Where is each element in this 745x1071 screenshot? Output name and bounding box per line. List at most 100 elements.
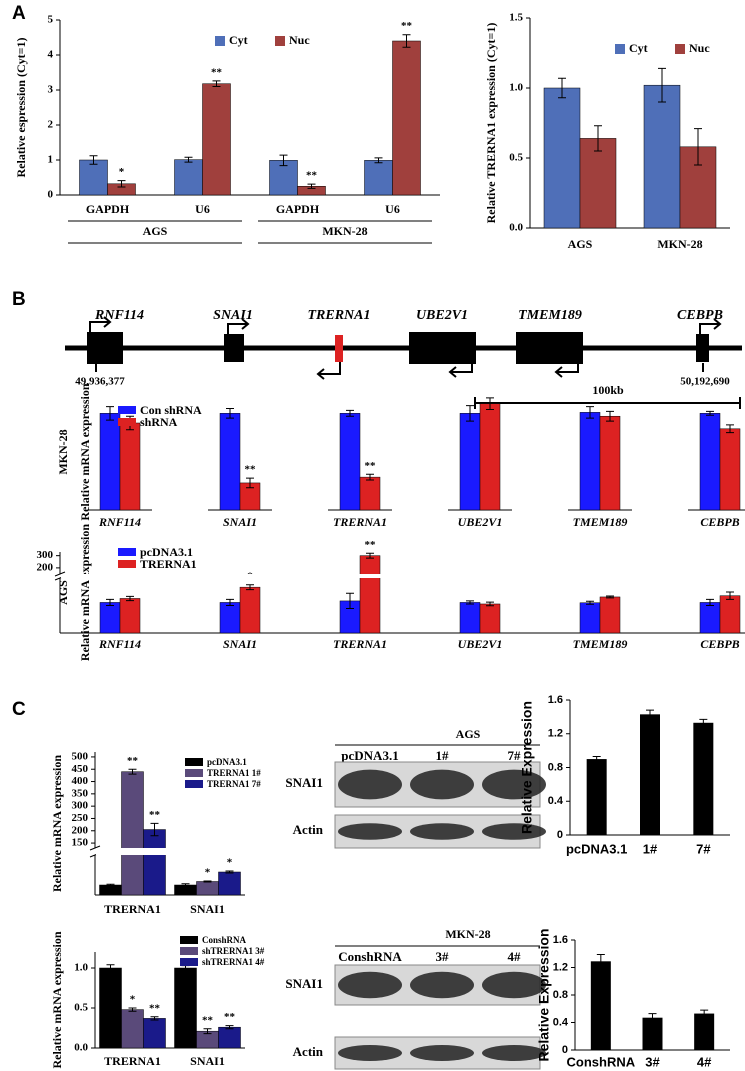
x-tick-label: U6 bbox=[385, 202, 400, 216]
bar bbox=[218, 1026, 241, 1049]
error-bar bbox=[246, 584, 254, 591]
legend-label: shTRERNA1 3# bbox=[202, 946, 265, 956]
legend-swatch bbox=[215, 36, 225, 46]
gene-label: TMEM189 bbox=[518, 308, 582, 323]
bar bbox=[599, 415, 621, 511]
break-band bbox=[61, 574, 745, 578]
y-tick-label: 200 bbox=[72, 824, 89, 836]
error-bar bbox=[586, 600, 594, 605]
x-tick-label: pcDNA3.1 bbox=[566, 841, 627, 856]
error-bar bbox=[89, 155, 98, 165]
gene-label: UBE2V1 bbox=[416, 308, 468, 323]
y-axis-label: Relative mRNA expression bbox=[50, 931, 64, 1068]
legend-label: Con shRNA bbox=[140, 403, 202, 417]
y-tick-label: 4 bbox=[48, 49, 54, 61]
y-tick-label: 0.0 bbox=[74, 1042, 88, 1054]
error-bar bbox=[126, 595, 134, 602]
bar bbox=[579, 602, 601, 634]
tss-arrow bbox=[554, 363, 579, 378]
y-tick-label: 500 bbox=[72, 750, 89, 762]
blot-band bbox=[338, 823, 402, 840]
y-tick-label: 1 bbox=[48, 154, 54, 166]
bar bbox=[719, 595, 741, 634]
gene-box bbox=[516, 332, 583, 364]
legend-label: Cyt bbox=[629, 41, 648, 55]
error-bar bbox=[486, 397, 494, 410]
bar bbox=[219, 413, 241, 511]
legend-swatch bbox=[180, 936, 198, 944]
bar bbox=[121, 771, 144, 896]
error-bar bbox=[699, 718, 708, 727]
y-axis-label: Relative TRERNA1 expression (Cyt=1) bbox=[484, 23, 498, 224]
bar bbox=[719, 428, 741, 511]
gene-label: SNAI1 bbox=[213, 308, 253, 323]
legend-swatch bbox=[180, 947, 198, 955]
bar bbox=[143, 829, 166, 896]
error-bar bbox=[106, 598, 114, 606]
bar bbox=[339, 413, 361, 511]
legend-label: TRERNA1 1# bbox=[207, 768, 261, 778]
x-tick-label: GAPDH bbox=[276, 202, 320, 216]
error-bar bbox=[606, 595, 614, 599]
bar bbox=[202, 83, 231, 196]
error-bar bbox=[225, 1025, 234, 1030]
error-bar bbox=[586, 406, 594, 419]
legend-swatch bbox=[118, 418, 136, 426]
y-tick-label: 5 bbox=[48, 14, 54, 26]
significance: ** bbox=[245, 464, 257, 476]
row-label: MKN-28 bbox=[56, 429, 70, 474]
y-axis-label: Relative Expression bbox=[536, 928, 552, 1061]
break-band bbox=[96, 848, 245, 855]
gene-box bbox=[224, 334, 244, 362]
y-axis-label: Relative mRNA expression bbox=[78, 524, 92, 661]
legend-swatch bbox=[615, 44, 625, 54]
error-bar bbox=[203, 880, 212, 883]
x-tick-label: RNF114 bbox=[98, 637, 141, 651]
x-tick-label: UBE2V1 bbox=[458, 637, 503, 651]
lane-label: 3# bbox=[436, 949, 450, 964]
legend-label: pcDNA3.1 bbox=[207, 757, 247, 767]
significance: ** bbox=[401, 20, 413, 32]
bar bbox=[143, 1018, 166, 1049]
error-bar bbox=[307, 183, 316, 189]
significance: * bbox=[205, 867, 211, 879]
error-bar bbox=[279, 154, 288, 167]
gene-label: RNF114 bbox=[94, 308, 144, 323]
bar bbox=[99, 413, 121, 511]
bar bbox=[121, 1009, 144, 1049]
row-label: Actin bbox=[293, 1044, 324, 1059]
error-bar bbox=[366, 473, 374, 481]
legend-swatch bbox=[675, 44, 685, 54]
blot-band bbox=[338, 769, 402, 800]
y-tick-label: 3 bbox=[48, 84, 54, 96]
x-tick-label: TRERNA1 bbox=[104, 1054, 161, 1068]
error-bar bbox=[658, 67, 666, 103]
x-tick-label: 7# bbox=[696, 841, 711, 856]
error-bar bbox=[402, 34, 411, 48]
row-label: Actin bbox=[293, 822, 324, 837]
error-bar bbox=[212, 80, 221, 87]
significance: ** bbox=[306, 170, 318, 182]
error-bar bbox=[466, 600, 474, 605]
y-tick-label: 0 bbox=[557, 829, 563, 841]
significance: ** bbox=[211, 66, 223, 78]
panel-letter: C bbox=[12, 699, 26, 720]
bar bbox=[586, 759, 607, 835]
blot-band bbox=[482, 769, 546, 800]
blot-band bbox=[482, 823, 546, 840]
error-bar bbox=[226, 598, 234, 606]
blot-band bbox=[410, 971, 474, 999]
significance: * bbox=[130, 994, 136, 1006]
legend-swatch bbox=[185, 769, 203, 777]
error-bar bbox=[700, 1009, 709, 1018]
y-tick-label: 0.8 bbox=[548, 761, 563, 773]
y-tick-label: 1.6 bbox=[548, 694, 563, 706]
y-tick-label: 400 bbox=[72, 775, 89, 787]
legend-label: ConshRNA bbox=[202, 935, 247, 945]
y-tick-label: 1.0 bbox=[74, 962, 88, 974]
x-tick-label: MKN-28 bbox=[657, 237, 702, 251]
significance: ** bbox=[202, 1014, 214, 1026]
x-tick-label: TRERNA1 bbox=[104, 902, 161, 916]
gene-box bbox=[409, 332, 476, 364]
bar bbox=[359, 476, 381, 511]
